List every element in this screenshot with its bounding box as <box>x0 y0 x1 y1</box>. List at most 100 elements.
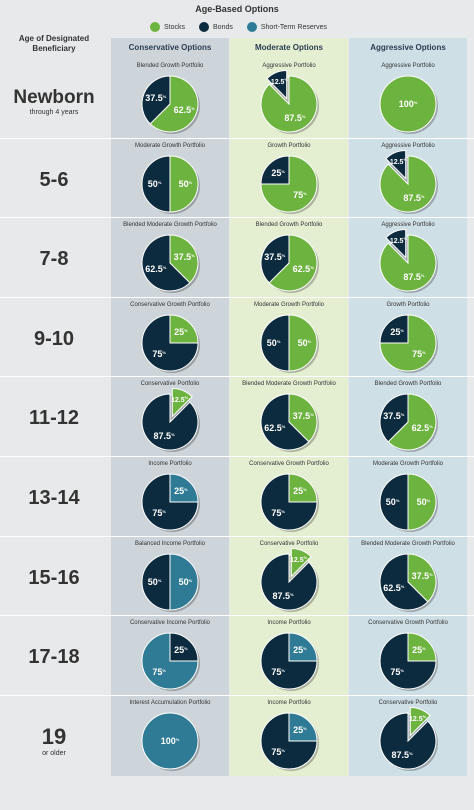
pie-slice-stocks <box>290 547 312 578</box>
pie-chart: 87.5% 12.5% <box>379 229 438 294</box>
pie-slice-bonds <box>141 234 191 292</box>
pie-slice-bonds <box>379 393 409 443</box>
pie-slice-label: 25% <box>174 486 188 496</box>
pie-slice-label: 25% <box>293 486 307 496</box>
pie-slice-stocks <box>268 234 318 292</box>
pie-slice-bonds <box>141 393 199 451</box>
pie-slice-label: 75% <box>271 667 285 677</box>
legend-swatch-reserves <box>246 22 257 32</box>
pie-chart: 25% 75% <box>141 632 200 692</box>
pie-chart: 12.5% 87.5% <box>141 388 200 453</box>
legend-item-stocks: Stocks <box>150 22 185 32</box>
pie-slice-label: 50% <box>386 497 400 507</box>
pie-slice-reserves <box>169 473 199 503</box>
pie-slice-label: 87.5% <box>273 591 295 601</box>
row-divider <box>0 296 474 298</box>
pie-slice-stocks <box>409 706 431 737</box>
pie-slice-label: 50% <box>298 338 312 348</box>
pie-chart: 25% 75% <box>260 712 319 771</box>
portfolio-name: Blended Growth Portfolio <box>136 63 204 69</box>
pie-slice-bonds <box>260 155 290 185</box>
pie-chart: 75% 25% <box>379 314 438 373</box>
pie-chart: 37.5% 62.5% <box>141 234 200 294</box>
pie-slice-reserves <box>169 553 199 611</box>
pie-slice-stocks <box>379 75 437 133</box>
pie-slice-stocks <box>288 473 318 503</box>
age-label: 19 or older <box>0 724 108 757</box>
pie-slice-label: 62.5% <box>412 423 434 433</box>
pie-slice-bonds <box>385 149 407 180</box>
pie-slice-label: 50% <box>148 577 162 587</box>
pie-slice-stocks <box>169 234 199 284</box>
pie-slice-label: 87.5% <box>154 432 176 442</box>
portfolio-name: Balanced Income Portfolio <box>134 540 206 547</box>
portfolio-name: Aggressive Portfolio <box>381 222 435 229</box>
pie-slice-label: 50% <box>179 179 193 189</box>
pie-slice-stocks <box>407 553 437 603</box>
pie-chart: 25% 75% <box>141 314 200 373</box>
legend-label-stocks: Stocks <box>164 23 186 31</box>
pie-slice-bonds <box>169 632 199 662</box>
pie-slice-stocks <box>407 632 437 662</box>
age-label: 5-6 <box>0 169 108 192</box>
pie-slice-reserves <box>288 632 318 662</box>
pie-slice-label: 100% <box>399 99 418 109</box>
age-label: 17-18 <box>0 646 108 669</box>
pie-slice-label: 37.5% <box>383 411 405 421</box>
pie-slice-bonds <box>379 632 437 690</box>
age-value: 7-8 <box>39 248 69 271</box>
page-title: Age-Based Options <box>195 4 279 14</box>
pie-slice-stocks <box>407 473 437 531</box>
pie-chart: 62.5% 37.5% <box>379 393 438 453</box>
pie-slice-label: 12.5% <box>390 156 408 165</box>
age-label: 13-14 <box>0 487 108 510</box>
legend-label-bonds: Bonds <box>213 23 233 31</box>
pie-chart: 50% 50% <box>141 155 200 214</box>
pie-slice-bonds <box>260 393 310 451</box>
pie-slice-label: 25% <box>174 327 188 337</box>
pie-chart: 50% 50% <box>141 553 200 612</box>
legend-item-bonds: Bonds <box>199 22 233 32</box>
legend-item-reserves: Short-Term Reserves <box>246 22 327 32</box>
pie-slice-bonds <box>141 314 199 372</box>
row-divider <box>0 694 474 696</box>
row-divider <box>0 137 474 139</box>
pie-slice-label: 50% <box>179 577 193 587</box>
pie-slice-label: 37.5% <box>293 411 315 421</box>
pie-slice-bonds <box>260 314 290 372</box>
row-divider <box>0 376 474 378</box>
pie-slice-stocks <box>288 393 318 443</box>
pie-chart: 37.5% 62.5% <box>260 393 319 453</box>
pie-slice-label: 62.5% <box>293 264 315 274</box>
pie-slice-label: 75% <box>293 189 307 199</box>
pie-slice-label: 25% <box>271 168 285 178</box>
age-value: 15-16 <box>28 566 80 589</box>
pie-chart: 62.5% 37.5% <box>141 75 200 134</box>
pie-slice-label: 75% <box>152 349 166 359</box>
pie-slice-label: 25% <box>390 327 404 337</box>
portfolio-name: Blended Growth Portfolio <box>255 222 323 229</box>
pie-slice-label: 75% <box>412 349 426 359</box>
portfolio-name: Blended Growth Portfolio <box>374 381 442 388</box>
pie-slice-label: 75% <box>152 667 166 677</box>
pie-chart: 25% 75% <box>260 473 319 532</box>
portfolio-name: Conservative Portfolio <box>140 381 200 388</box>
portfolio-name: Aggressive Portfolio <box>381 142 435 149</box>
pie-slice-reserves <box>141 712 199 770</box>
pie-slice-label: 87.5% <box>403 193 425 203</box>
pie-slice-label: 37.5% <box>264 252 286 262</box>
pie-slice-bonds <box>260 712 318 770</box>
portfolio-name: Moderate Growth Portfolio <box>253 301 325 308</box>
pie-slice-stocks <box>169 155 199 213</box>
pie-slice-bonds <box>379 553 429 611</box>
legend-swatch-stocks <box>150 22 160 32</box>
pie-slice-stocks <box>379 234 437 292</box>
pie-slice-stocks <box>387 393 437 451</box>
pie-slice-label: 50% <box>267 338 281 348</box>
pie-slice-bonds <box>260 632 318 690</box>
pie-slice-bonds <box>379 712 437 770</box>
pie-slice-label: 12.5% <box>390 236 408 245</box>
pie-slice-bonds <box>385 229 407 259</box>
age-value: 11-12 <box>28 407 80 430</box>
pie-slice-label: 62.5% <box>264 423 286 433</box>
